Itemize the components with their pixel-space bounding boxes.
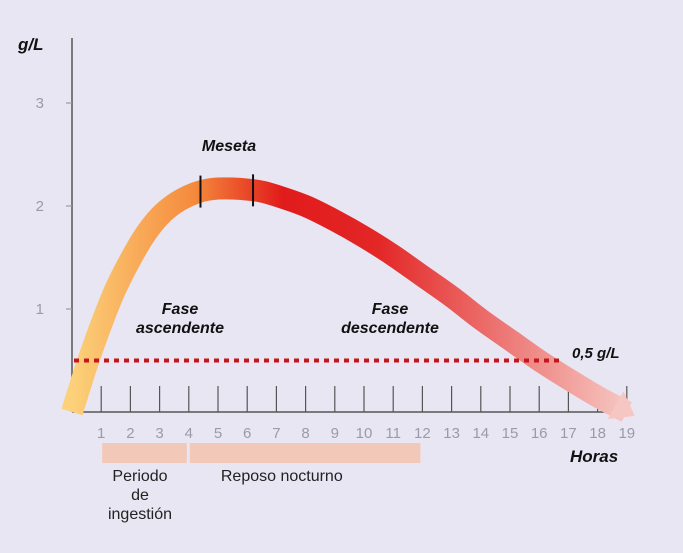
- band-0: [102, 443, 187, 463]
- x-tick-label: 4: [185, 425, 193, 442]
- band-label: de: [131, 487, 149, 504]
- x-tick-label: 16: [531, 425, 548, 442]
- annotation-fase-ascendente-line1: Fase: [162, 301, 199, 318]
- y-tick-label: 1: [36, 301, 44, 318]
- y-tick-label: 2: [36, 198, 44, 215]
- band-label: ingestión: [108, 506, 172, 523]
- x-tick-label: 18: [589, 425, 606, 442]
- y-tick-label: 3: [36, 95, 44, 112]
- annotation-fase-ascendente-line2: ascendente: [136, 320, 224, 337]
- x-tick-label: 17: [560, 425, 577, 442]
- x-axis-label: Horas: [570, 447, 618, 466]
- annotation-fase-descendente-line1: Fase: [372, 301, 409, 318]
- band-1: [189, 443, 421, 463]
- annotation-fase-descendente-line2: descendente: [341, 320, 439, 337]
- band-label: Reposo nocturno: [221, 468, 343, 485]
- y-axis-label: g/L: [17, 35, 44, 54]
- x-tick-label: 15: [502, 425, 519, 442]
- x-tick-label: 1: [97, 425, 105, 442]
- curve-arrow-head: [607, 391, 635, 420]
- x-tick-label: 19: [618, 425, 635, 442]
- x-tick-label: 7: [272, 425, 280, 442]
- x-tick-label: 12: [414, 425, 431, 442]
- x-tick-label: 8: [301, 425, 309, 442]
- x-tick-label: 2: [126, 425, 134, 442]
- threshold-label: 0,5 g/L: [572, 345, 620, 362]
- x-tick-label: 10: [356, 425, 373, 442]
- x-tick-label: 5: [214, 425, 222, 442]
- band-label: Periodo: [112, 468, 167, 485]
- x-tick-label: 11: [385, 425, 401, 442]
- x-tick-label: 3: [155, 425, 163, 442]
- x-tick-label: 13: [443, 425, 460, 442]
- x-tick-label: 14: [472, 425, 489, 442]
- x-tick-label: 6: [243, 425, 251, 442]
- annotation-meseta: Meseta: [202, 138, 256, 155]
- x-tick-label: 9: [331, 425, 339, 442]
- glucose-curve: [61, 177, 632, 422]
